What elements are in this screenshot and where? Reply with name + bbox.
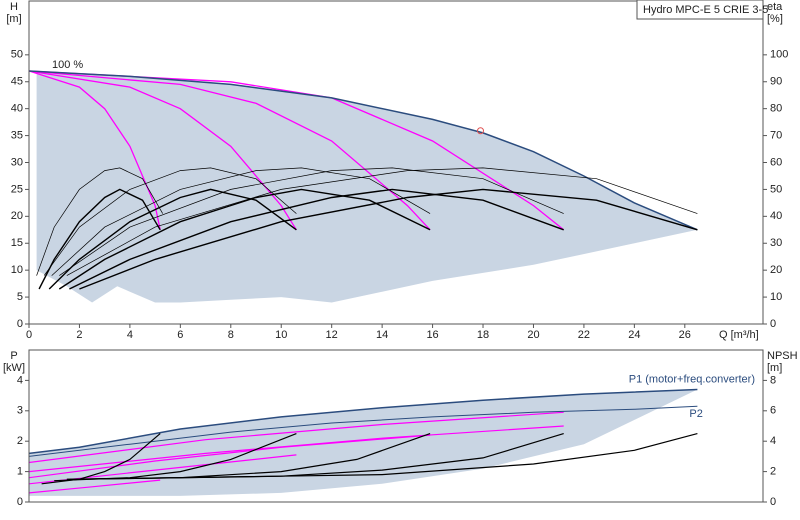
- y-tick-label: 10: [11, 264, 23, 276]
- x-tick-label: 24: [628, 329, 640, 341]
- curve: [29, 411, 564, 464]
- x-tick-label: 14: [376, 329, 388, 341]
- y2-tick-label: 40: [770, 210, 782, 222]
- x-tick-label: 8: [228, 329, 234, 341]
- title-box: [636, 0, 764, 20]
- y2-tick-label: 10: [770, 291, 782, 303]
- x-tick-label: 16: [426, 329, 438, 341]
- x-tick-label: 12: [326, 329, 338, 341]
- y2-tick-label: 4: [770, 435, 776, 447]
- curve: [29, 434, 431, 479]
- y2-axis-unit: [m]: [767, 362, 782, 374]
- curve: [58, 188, 431, 290]
- x-tick-label: 26: [679, 329, 691, 341]
- y2-tick-label: 50: [770, 183, 782, 195]
- x-tick-label: 10: [275, 329, 287, 341]
- curve: [79, 433, 698, 480]
- y2-tick-label: 2: [770, 466, 776, 478]
- area: [29, 389, 698, 496]
- curve: [69, 188, 564, 290]
- y-axis-unit: [kW]: [3, 362, 25, 374]
- curve: [29, 479, 161, 494]
- y2-tick-label: 70: [770, 129, 782, 141]
- y-tick-label: 3: [17, 405, 23, 417]
- x-tick-label: 2: [76, 329, 82, 341]
- curve: [29, 405, 698, 457]
- curve: [79, 188, 698, 290]
- y-tick-label: 0: [17, 318, 23, 330]
- annotation: 100 %: [52, 59, 83, 71]
- y-tick-label: 50: [11, 49, 23, 61]
- y-tick-label: 1: [17, 466, 23, 478]
- y-tick-label: 5: [17, 291, 23, 303]
- duty-point: [476, 127, 484, 135]
- chart-title: Hydro MPC-E 5 CRIE 3-5: [643, 4, 768, 16]
- curve: [43, 167, 297, 276]
- y2-tick-label: 6: [770, 405, 776, 417]
- curve: [66, 167, 698, 276]
- y-tick-label: 4: [17, 374, 23, 386]
- y2-axis-label: NPSH: [767, 350, 798, 362]
- curve: [29, 70, 698, 231]
- y-tick-label: 40: [11, 103, 23, 115]
- y-tick-label: 45: [11, 76, 23, 88]
- y2-tick-label: 8: [770, 374, 776, 386]
- y-tick-label: 15: [11, 237, 23, 249]
- curve: [59, 167, 564, 276]
- curve: [36, 167, 164, 276]
- y2-axis-label: eta: [767, 1, 783, 13]
- y-axis-label: P: [10, 350, 17, 362]
- y-tick-label: 30: [11, 156, 23, 168]
- y2-axis-unit: [%]: [767, 13, 783, 25]
- y2-tick-label: 80: [770, 103, 782, 115]
- plot-area: [29, 70, 698, 303]
- y2-tick-label: 30: [770, 237, 782, 249]
- x-tick-label: 0: [26, 329, 32, 341]
- x-tick-label: 18: [477, 329, 489, 341]
- y-axis-unit: [m]: [6, 13, 21, 25]
- plot-frame: [28, 349, 764, 503]
- y2-tick-label: 20: [770, 264, 782, 276]
- curve: [29, 70, 565, 231]
- series-label: P2: [689, 408, 702, 420]
- y-tick-label: 35: [11, 129, 23, 141]
- y-tick-label: 25: [11, 183, 23, 195]
- y2-tick-label: 0: [770, 318, 776, 330]
- x-tick-label: 4: [127, 329, 133, 341]
- y2-tick-label: 60: [770, 156, 782, 168]
- x-tick-label: 6: [177, 329, 183, 341]
- y-tick-label: 0: [17, 496, 23, 508]
- y2-tick-label: 90: [770, 76, 782, 88]
- curve: [38, 188, 161, 290]
- curve: [29, 388, 698, 455]
- x-axis-label: Q [m³/h]: [719, 329, 759, 341]
- y2-tick-label: 0: [770, 496, 776, 508]
- y-axis-label: H: [10, 1, 18, 13]
- y-tick-label: 20: [11, 210, 23, 222]
- plot-area: [29, 388, 698, 496]
- y2-tick-label: 100: [770, 49, 788, 61]
- curve: [51, 167, 431, 276]
- x-tick-label: 20: [527, 329, 539, 341]
- curve: [48, 188, 297, 290]
- series-label: P1 (motor+freq.converter): [629, 373, 755, 385]
- area: [36, 71, 698, 303]
- y-tick-label: 2: [17, 435, 23, 447]
- curve: [29, 70, 431, 231]
- x-tick-label: 22: [578, 329, 590, 341]
